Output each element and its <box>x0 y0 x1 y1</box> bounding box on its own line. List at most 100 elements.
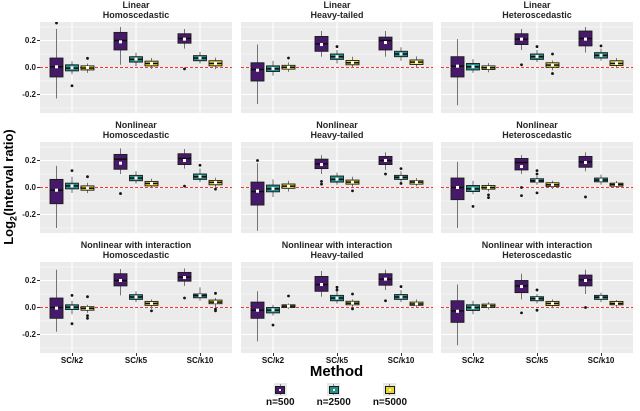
facet-title-line: Linear <box>122 0 150 10</box>
boxplot-SC/k10-n=2500 <box>594 174 608 185</box>
y-tick-label: 0.0 <box>24 303 36 312</box>
boxplot-SC/k10-n=500 <box>177 29 192 71</box>
boxplot-SC/k2-n=5000 <box>80 295 95 320</box>
boxplot-SC/k5-n=5000 <box>545 52 560 75</box>
boxplot-SC/k5-n=500 <box>314 31 329 57</box>
boxplot-SC/k5-n=5000 <box>345 176 360 193</box>
boxplot-SC/k10-n=500 <box>378 31 393 57</box>
facet-title: Linear Heteroscedastic <box>441 0 633 20</box>
boxplot-SC/k10-n=2500 <box>594 44 608 61</box>
boxplot-SC/k5-n=5000 <box>545 180 560 189</box>
boxplot-SC/k5-n=5000 <box>345 292 360 311</box>
boxplot-SC/k2-n=5000 <box>481 182 496 200</box>
boxplot-SC/k2-n=500 <box>450 161 465 229</box>
boxplot-SC/k5-n=500 <box>113 26 128 65</box>
y-tick-mark <box>37 307 40 308</box>
y-tick-mark <box>37 39 40 41</box>
facet-panel <box>441 142 633 233</box>
legend-label: n=2500 <box>316 397 351 408</box>
y-tick-mark <box>37 94 40 95</box>
legend-key-mean-dot <box>332 388 335 391</box>
x-tick-label: SC/k10 <box>186 356 214 365</box>
boxplot-SC/k10-n=5000 <box>609 181 624 188</box>
x-axis-title: Method <box>309 363 364 380</box>
boxplot-SC/k2-n=500 <box>450 39 465 106</box>
facet-title-line: Nonlinear with interaction <box>281 240 393 250</box>
facet-title: Linear Homoscedastic <box>40 0 232 20</box>
boxplot-SC/k2-n=500 <box>250 44 265 104</box>
boxplot-SC/k10-n=5000 <box>609 58 624 69</box>
boxplot-SC/k2-n=500 <box>49 165 64 229</box>
boxplot-SC/k5-n=5000 <box>144 58 159 69</box>
x-tick-label: SC/k2 <box>261 356 285 365</box>
facet-panel <box>441 22 633 113</box>
legend-key-swatch <box>327 383 341 396</box>
facet-title: Linear Heavy-tailed <box>241 0 433 20</box>
y-tick-mark <box>37 214 40 215</box>
facet-panel <box>241 262 433 353</box>
facet-title-line: Heavy-tailed <box>310 249 364 260</box>
boxplot-SC/k2-n=2500 <box>65 61 79 88</box>
y-tick-label: 0.0 <box>24 183 36 192</box>
facet-title: Nonlinear with interaction Heavy-tailed <box>241 240 433 260</box>
facet-title-line: Heteroscedastic <box>502 9 572 20</box>
facet-title-line: Heteroscedastic <box>502 249 572 260</box>
boxplot-SC/k2-n=5000 <box>481 302 496 310</box>
facet-title: Nonlinear Homoscedastic <box>40 120 232 140</box>
boxplot-SC/k10-n=2500 <box>594 292 608 303</box>
boxplot-SC/k5-n=500 <box>514 155 529 198</box>
x-tick-mark <box>71 353 73 356</box>
boxplot-SC/k2-n=500 <box>250 159 265 231</box>
y-tick-label: -0.2 <box>22 210 36 219</box>
x-tick-mark <box>272 353 274 356</box>
facet-title: Nonlinear Heteroscedastic <box>441 120 633 140</box>
boxplot-SC/k5-n=500 <box>113 148 128 195</box>
facet-panel <box>241 22 433 113</box>
boxplot-SC/k10-n=2500 <box>193 287 207 301</box>
legend-key-swatch <box>383 383 397 396</box>
y-axis-title-suffix: (Interval ratio) <box>1 129 16 216</box>
facet-title-line: Nonlinear with interaction <box>80 240 192 250</box>
boxplot-SC/k10-n=5000 <box>208 291 223 313</box>
boxplot-SC/k2-n=5000 <box>281 180 296 192</box>
facet-panel <box>40 142 232 233</box>
x-tick-mark <box>199 353 201 356</box>
boxplot-SC/k2-n=500 <box>450 284 465 346</box>
boxplot-SC/k10-n=2500 <box>193 51 207 64</box>
facet-panel <box>40 262 232 353</box>
boxplot-SC/k5-n=5000 <box>144 299 159 313</box>
legend-label: n=500 <box>265 397 295 408</box>
boxplot-SC/k2-n=5000 <box>281 294 296 309</box>
y-tick-label: 0.2 <box>24 275 36 285</box>
legend-key-swatch <box>273 383 287 396</box>
boxplot-SC/k10-n=5000 <box>409 56 424 68</box>
facet-title: Nonlinear with interaction Heteroscedasti… <box>441 240 633 260</box>
boxplot-SC/k10-n=500 <box>578 152 593 199</box>
legend-label: n=5000 <box>372 397 408 408</box>
y-tick-label: -0.2 <box>22 90 36 99</box>
x-tick-label: SC/k2 <box>461 356 485 365</box>
x-tick-label: SC/k2 <box>60 356 84 365</box>
x-tick-label: SC/k5 <box>525 356 549 365</box>
boxplot-SC/k10-n=2500 <box>394 167 408 185</box>
facet-title-line: Nonlinear with interaction <box>481 240 593 250</box>
boxplot-SC/k10-n=5000 <box>409 178 424 187</box>
boxplot-SC/k5-n=2500 <box>530 45 544 63</box>
boxplot-SC/k10-n=500 <box>578 269 593 309</box>
x-tick-mark <box>336 353 338 356</box>
y-tick-mark <box>37 187 40 188</box>
y-axis-title-text: Log <box>1 220 16 245</box>
boxplot-SC/k2-n=2500 <box>466 59 480 73</box>
boxplot-SC/k5-n=500 <box>314 271 329 297</box>
boxplot-SC/k2-n=2500 <box>65 169 79 193</box>
facet-title-line: Nonlinear <box>316 120 358 130</box>
boxplot-SC/k5-n=2500 <box>330 172 344 185</box>
boxplot-SC/k5-n=5000 <box>345 56 360 68</box>
boxplot-SC/k5-n=5000 <box>144 178 159 189</box>
y-tick-label: 0.0 <box>24 63 36 72</box>
x-tick-label: SC/k5 <box>325 356 349 365</box>
boxplot-SC/k2-n=5000 <box>80 175 95 194</box>
x-tick-label: SC/k10 <box>587 356 615 365</box>
boxplot-SC/k10-n=500 <box>378 152 393 176</box>
x-tick-mark <box>135 353 137 356</box>
